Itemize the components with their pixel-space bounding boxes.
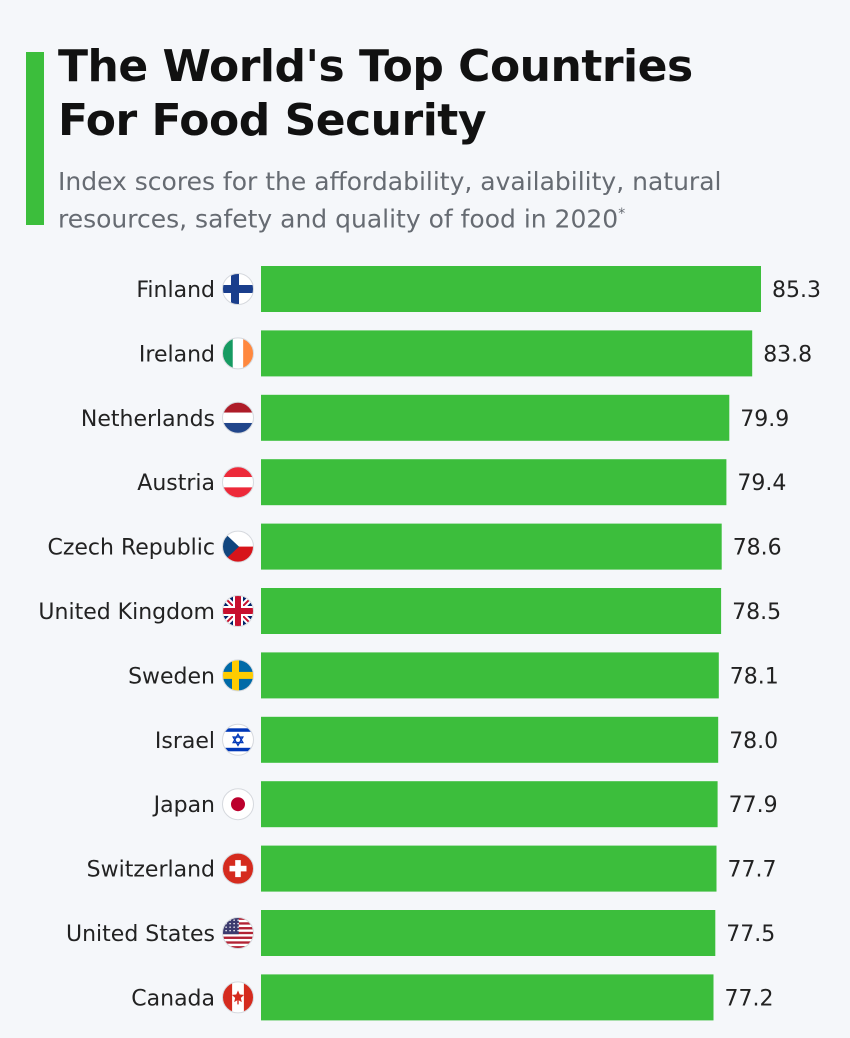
flag-outline	[222, 852, 254, 885]
category-label: Israel	[155, 729, 215, 754]
flag-outline	[222, 273, 254, 305]
flag-outline	[222, 723, 254, 756]
bar-ireland	[261, 330, 753, 377]
category-label: Sweden	[128, 664, 215, 689]
category-label: United Kingdom	[38, 600, 215, 625]
title-line-2: For Food Security	[58, 95, 487, 146]
bar-netherlands	[261, 394, 730, 441]
value-label: 78.5	[732, 600, 781, 625]
category-label: Czech Republic	[47, 536, 215, 561]
value-label: 79.9	[740, 407, 789, 432]
subtitle-line-1: Index scores for the affordability, avai…	[58, 167, 722, 196]
united-states-flag-icon	[222, 917, 254, 949]
czech-republic-flag-icon	[222, 531, 254, 563]
netherlands-flag-icon	[222, 402, 254, 434]
chart-title: The World's Top Countries For Food Securi…	[58, 40, 693, 148]
value-label: 78.1	[730, 664, 779, 689]
footnote-mark: *	[618, 206, 626, 222]
value-label: 83.8	[763, 342, 812, 367]
value-label: 77.7	[728, 858, 777, 883]
flag-outline	[222, 595, 254, 627]
bar-japan	[261, 781, 718, 828]
bar-austria	[261, 459, 727, 506]
flag-outline	[222, 788, 254, 821]
accent-bar	[26, 52, 44, 225]
title-line-1: The World's Top Countries	[58, 41, 693, 92]
category-label: Netherlands	[81, 407, 215, 432]
flag-outline	[222, 466, 254, 499]
category-label: Austria	[137, 471, 215, 496]
israel-flag-icon	[222, 724, 254, 756]
bar-united-states	[261, 910, 716, 956]
bar-switzerland	[261, 845, 717, 892]
category-label: Canada	[131, 986, 215, 1011]
value-label: 77.2	[725, 986, 774, 1011]
category-label: United States	[66, 922, 215, 947]
flag-outline	[222, 401, 254, 434]
flag-outline	[222, 659, 254, 692]
value-label: 85.3	[772, 278, 821, 303]
japan-flag-icon	[222, 788, 254, 820]
chart-subtitle: Index scores for the affordability, avai…	[58, 165, 838, 235]
value-label: 77.9	[729, 793, 778, 818]
finland-flag-icon	[222, 273, 254, 305]
category-label: Ireland	[139, 342, 215, 367]
ireland-flag-icon	[222, 337, 254, 369]
bar-canada	[261, 974, 714, 1021]
bar-finland	[261, 266, 761, 312]
value-label: 77.5	[726, 922, 775, 947]
value-label: 78.0	[729, 729, 778, 754]
sweden-flag-icon	[222, 659, 254, 691]
category-label: Japan	[152, 793, 215, 818]
category-label: Switzerland	[87, 858, 215, 883]
austria-flag-icon	[222, 466, 254, 498]
bar-sweden	[261, 652, 719, 699]
flag-outline	[222, 337, 254, 370]
category-label: Finland	[136, 278, 215, 303]
value-label: 78.6	[733, 536, 782, 561]
flag-outline	[222, 981, 254, 1014]
bar-israel	[261, 716, 719, 763]
canada-flag-icon	[222, 981, 254, 1013]
bar-united-kingdom	[261, 588, 722, 634]
switzerland-flag-icon	[222, 853, 254, 885]
united-kingdom-flag-icon	[222, 595, 254, 627]
subtitle-line-2: resources, safety and quality of food in…	[58, 204, 619, 234]
flag-outline	[222, 917, 254, 949]
flag-outline	[222, 530, 254, 563]
value-label: 79.4	[737, 471, 786, 496]
bar-czech-republic	[261, 523, 722, 570]
